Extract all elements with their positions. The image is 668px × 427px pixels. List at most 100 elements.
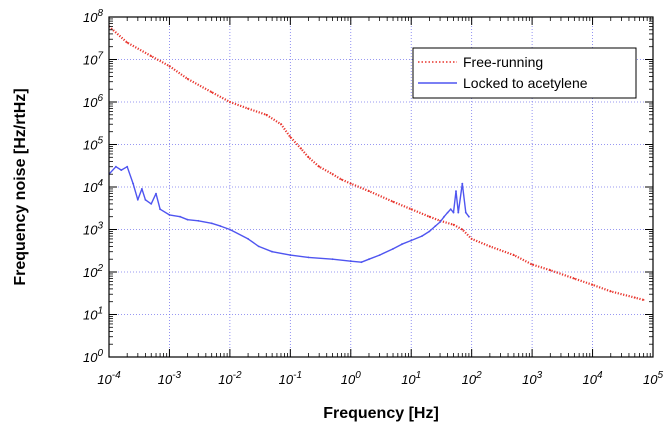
x-tick-label-base: 10 (401, 372, 416, 387)
data-point-free-running (368, 190, 370, 193)
data-point-free-running (573, 277, 576, 280)
x-tick-label-exponent: 4 (597, 370, 603, 381)
legend-label-locked-to-acetylene: Locked to acetylene (463, 75, 588, 91)
series-line-free-running (109, 25, 644, 301)
x-tick-label: 10-2 (218, 370, 242, 387)
data-point-free-running (609, 290, 612, 293)
data-point-locked-to-acetylene (271, 250, 273, 253)
x-tick-label-exponent: 0 (355, 370, 361, 381)
y-tick-label-base: 10 (83, 180, 98, 195)
y-tick-label-base: 10 (83, 223, 98, 238)
y-tick-label-exponent: 2 (96, 263, 103, 274)
x-tick-label-base: 10 (583, 372, 598, 387)
y-tick-label-exponent: 8 (97, 8, 103, 19)
x-tick-label: 102 (462, 370, 482, 387)
data-point-locked-to-acetylene (144, 198, 147, 201)
data-point-free-running (229, 101, 231, 103)
data-point-free-running (300, 147, 302, 150)
legend-box (412, 47, 637, 99)
data-point-free-running (186, 78, 189, 80)
data-point-locked-to-acetylene (159, 208, 162, 211)
x-tick-label: 105 (643, 370, 663, 387)
x-tick-label-base: 10 (279, 372, 294, 387)
data-point-free-running (168, 65, 171, 67)
x-tick-label: 104 (583, 370, 603, 387)
x-axis-title: Frequency [Hz] (323, 405, 439, 422)
data-point-locked-to-acetylene (428, 230, 431, 233)
legend: Free-running Locked to acetylene (412, 47, 637, 99)
x-tick-label-base: 10 (341, 372, 356, 387)
data-curves (109, 25, 645, 301)
y-tick-label-exponent: 6 (97, 93, 103, 104)
data-point-free-running (452, 223, 455, 226)
x-tick-label: 103 (522, 370, 542, 387)
x-tick-label: 10-3 (158, 370, 182, 387)
data-point-free-running (410, 208, 413, 211)
data-point-locked-to-acetylene (229, 228, 231, 231)
y-tick-label-exponent: 0 (97, 348, 103, 359)
data-point-locked-to-acetylene (210, 222, 213, 225)
x-tick-label-exponent: -2 (233, 370, 242, 381)
x-tick-label-base: 10 (97, 372, 112, 387)
data-point-free-running (549, 269, 552, 272)
data-point-locked-to-acetylene (349, 260, 352, 263)
x-tick-label-exponent: -3 (172, 370, 181, 381)
x-tick-label-base: 10 (158, 372, 173, 387)
x-tick-label-exponent: 1 (416, 370, 422, 381)
data-point-locked-to-acetylene (136, 198, 139, 201)
data-point-locked-to-acetylene (257, 245, 260, 248)
data-point-locked-to-acetylene (120, 169, 123, 172)
x-tick-label-base: 10 (522, 372, 537, 387)
data-point-locked-to-acetylene (155, 192, 157, 195)
data-point-locked-to-acetylene (179, 215, 182, 218)
data-point-locked-to-acetylene (289, 254, 292, 256)
y-tick-label-base: 10 (83, 308, 98, 323)
data-point-locked-to-acetylene (197, 219, 200, 222)
x-tick-label-base: 10 (462, 372, 477, 387)
data-point-free-running (265, 113, 268, 116)
data-point-locked-to-acetylene (421, 235, 423, 238)
x-tick-label-exponent: 3 (537, 370, 543, 381)
y-tick-label: 104 (83, 178, 103, 195)
y-tick-label-base: 10 (83, 95, 98, 110)
data-point-free-running (307, 156, 310, 159)
y-tick-label-base: 10 (83, 265, 98, 280)
x-tick-label-exponent: 2 (475, 370, 482, 381)
data-point-locked-to-acetylene (446, 211, 449, 214)
y-tick-label: 108 (83, 8, 103, 25)
x-tick-label: 101 (401, 370, 421, 387)
data-point-free-running (150, 55, 153, 57)
data-point-locked-to-acetylene (461, 182, 464, 185)
data-point-free-running (513, 254, 515, 256)
data-point-locked-to-acetylene (443, 215, 445, 218)
y-tick-label: 101 (83, 306, 103, 323)
y-tick-label: 105 (83, 136, 103, 153)
data-point-locked-to-acetylene (368, 258, 370, 261)
data-point-free-running (392, 200, 394, 203)
data-point-free-running (210, 91, 213, 94)
data-point-free-running (247, 107, 250, 110)
data-point-free-running (126, 41, 129, 44)
y-tick-label: 100 (83, 348, 103, 365)
data-point-free-running (531, 263, 533, 266)
data-point-locked-to-acetylene (186, 218, 189, 221)
y-tick-label: 103 (83, 221, 103, 238)
data-point-locked-to-acetylene (378, 254, 381, 256)
y-tick-label-exponent: 5 (97, 136, 103, 147)
x-tick-label-base: 10 (218, 372, 233, 387)
y-tick-label-base: 10 (83, 138, 98, 153)
data-point-free-running (591, 283, 594, 286)
x-tick-label: 10-1 (279, 370, 302, 387)
data-point-locked-to-acetylene (468, 215, 470, 218)
data-point-free-running (280, 123, 282, 126)
data-point-free-running (289, 136, 292, 138)
y-tick-label-base: 10 (83, 53, 98, 68)
data-point-locked-to-acetylene (219, 225, 222, 228)
data-point-locked-to-acetylene (331, 258, 334, 261)
data-point-locked-to-acetylene (392, 248, 394, 250)
data-point-free-running (489, 245, 491, 248)
data-point-locked-to-acetylene (449, 208, 452, 211)
y-axis-title: Frequency noise [Hz/rtHz] (12, 88, 29, 285)
